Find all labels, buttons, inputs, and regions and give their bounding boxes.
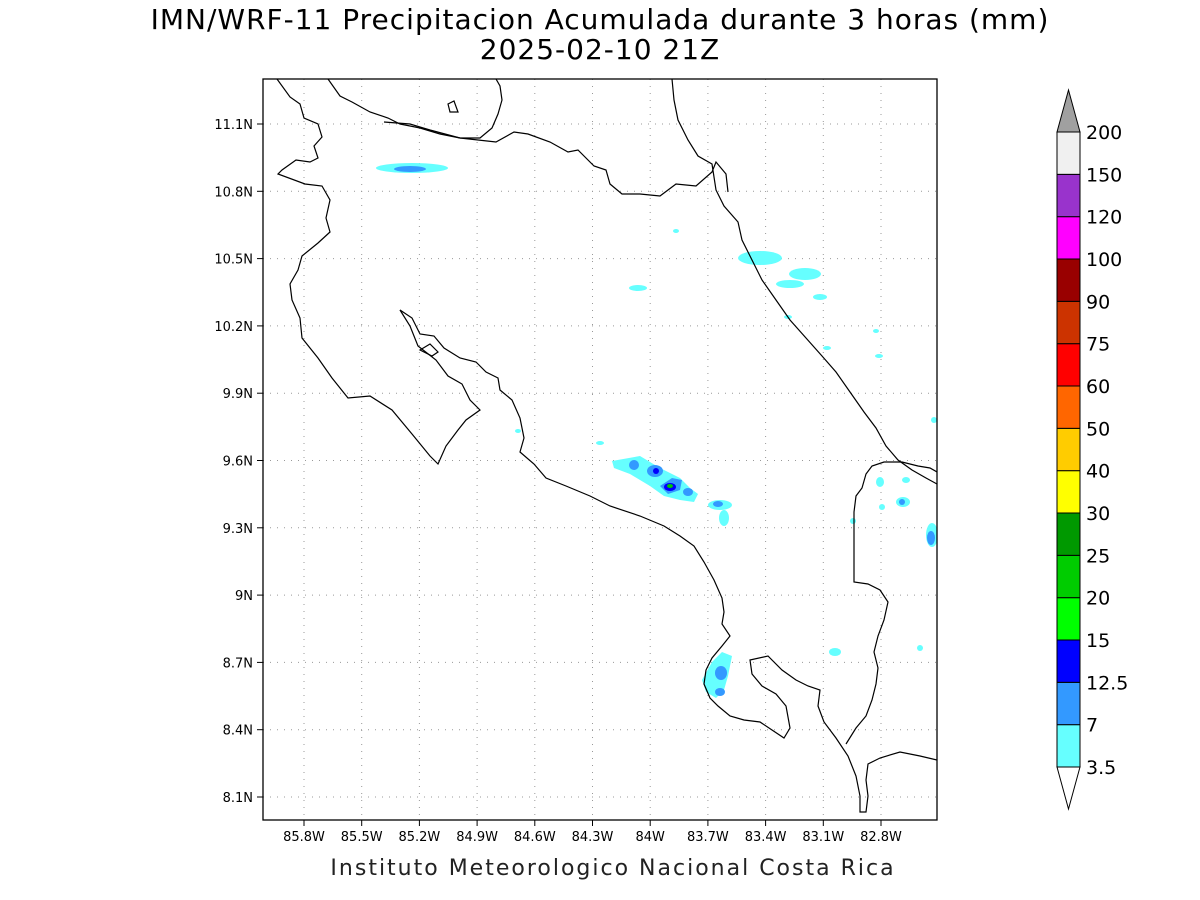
footer-credit: Instituto Meteorologico Nacional Costa R…	[330, 856, 896, 881]
precip-20-areas	[667, 484, 673, 488]
lat-tick-label: 10.8N	[214, 185, 253, 200]
colorbar-segment	[1056, 173, 1081, 218]
lat-tick-label: 9.3N	[223, 522, 253, 537]
lon-tick-label: 84.9W	[456, 830, 498, 845]
lon-tick-label: 84W	[635, 830, 665, 845]
map-area	[263, 79, 937, 820]
lon-tick-label: 83.7W	[687, 830, 729, 845]
lat-tick-label: 9N	[235, 589, 253, 604]
colorbar-label: 75	[1086, 334, 1110, 356]
colorbar-label: 3.5	[1086, 757, 1116, 779]
colorbar-extend-low	[1056, 766, 1081, 811]
lat-tick-label: 11.1N	[214, 118, 253, 133]
precip-layer	[376, 163, 937, 698]
colorbar-segment	[1056, 131, 1081, 175]
lon-tick-label: 85.2W	[398, 830, 440, 845]
colorbar-label: 30	[1086, 503, 1110, 525]
lat-tick-label: 10.5N	[214, 253, 253, 268]
colorbar-label: 40	[1086, 461, 1110, 483]
colorbar-label: 200	[1086, 122, 1122, 144]
colorbar-segment	[1056, 681, 1081, 726]
lon-tick-label: 83.4W	[745, 830, 787, 845]
colorbar-segment	[1056, 343, 1081, 387]
lon-tick-label: 84.3W	[572, 830, 614, 845]
colorbar-segment	[1056, 724, 1081, 768]
colorbar-segment	[1056, 597, 1081, 641]
lon-tick-label: 83.1W	[802, 830, 844, 845]
colorbar-segment	[1056, 639, 1081, 683]
colorbar-label: 25	[1086, 545, 1110, 567]
colorbar-segment	[1056, 385, 1081, 429]
gridlines	[263, 79, 937, 820]
chart-title: IMN/WRF-11 Precipitacion Acumulada duran…	[150, 3, 1050, 36]
colorbar-label: 100	[1086, 249, 1122, 271]
colorbar-label: 150	[1086, 164, 1122, 186]
lat-tick-label: 8.1N	[223, 791, 253, 806]
colorbar: 3.5 7 12.5 15 20 25 30 40 50 60 75 90 100 120 150 200	[1056, 88, 1128, 811]
colorbar-label: 15	[1086, 630, 1110, 652]
colorbar-extend-high	[1056, 88, 1081, 133]
colorbar-label: 60	[1086, 376, 1110, 398]
colorbar-segment	[1056, 216, 1081, 260]
colorbar-segment	[1056, 258, 1081, 302]
colorbar-label: 12.5	[1086, 672, 1128, 694]
colorbar-segment	[1056, 427, 1081, 472]
lat-tick-label: 9.6N	[223, 455, 253, 470]
precip-7-areas	[394, 166, 935, 696]
colorbar-label: 90	[1086, 291, 1110, 313]
longitude-axis: 85.8W 85.5W 85.2W 84.9W 84.6W 84.3W 84W 83.7W 83…	[283, 820, 902, 845]
colorbar-segment	[1056, 554, 1081, 599]
lon-tick-label: 85.5W	[341, 830, 383, 845]
chart-subtitle-date: 2025-02-10 21Z	[479, 33, 721, 66]
colorbar-segment	[1056, 300, 1081, 345]
lon-tick-label: 85.8W	[283, 830, 325, 845]
colorbar-segment	[1056, 470, 1081, 514]
lon-tick-label: 84.6W	[514, 830, 556, 845]
coastlines	[276, 79, 937, 813]
lon-tick-label: 82.8W	[860, 830, 902, 845]
colorbar-label: 120	[1086, 207, 1122, 229]
lat-tick-label: 10.2N	[214, 320, 253, 335]
lat-tick-label: 8.7N	[223, 656, 253, 671]
colorbar-label: 7	[1086, 715, 1098, 737]
lat-tick-label: 8.4N	[223, 724, 253, 739]
colorbar-label: 20	[1086, 588, 1110, 610]
colorbar-label: 50	[1086, 418, 1110, 440]
lat-tick-label: 9.9N	[223, 387, 253, 402]
map-frame	[262, 78, 938, 821]
colorbar-segment	[1056, 512, 1081, 556]
latitude-axis: 11.1N 10.8N 10.5N 10.2N 9.9N 9.6N 9.3N 9N 8.7N 8.…	[214, 118, 263, 806]
